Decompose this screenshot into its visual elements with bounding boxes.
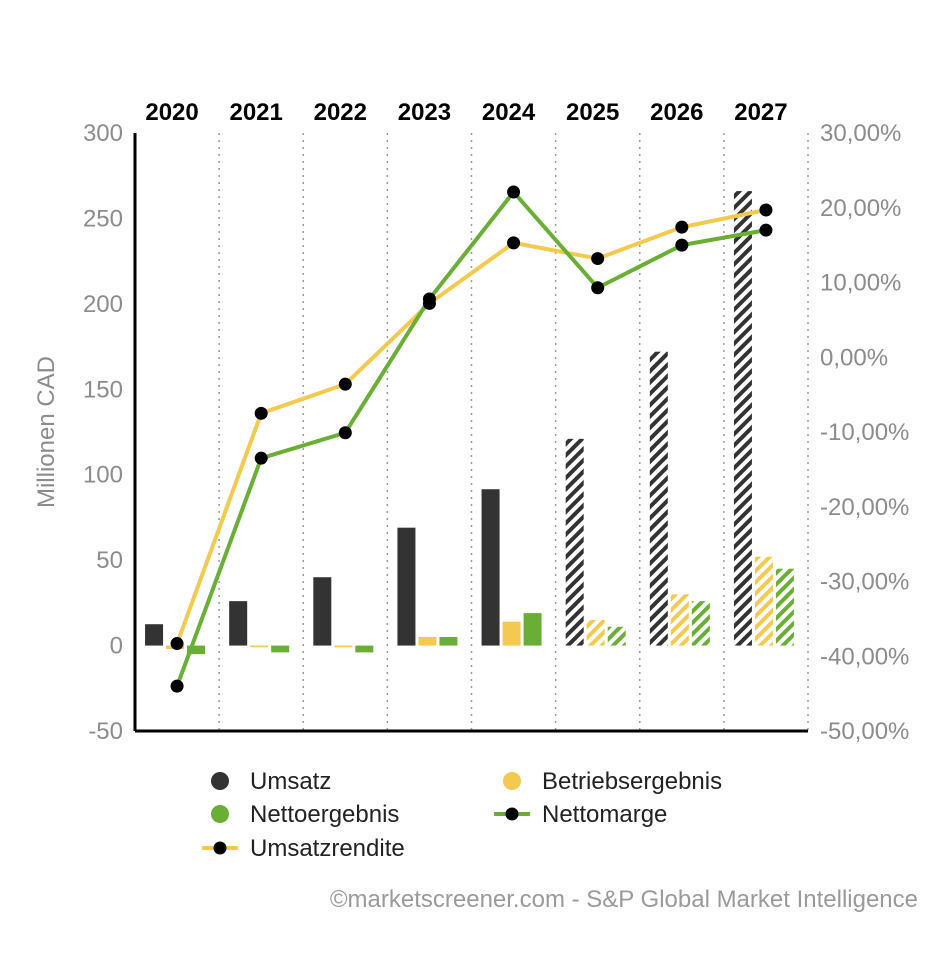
y-left-tick-label: 300 [83, 120, 123, 147]
bar-betriebsergebnis-2022 [334, 645, 353, 648]
legend-label-umsatz: Umsatz [250, 768, 331, 795]
bar-umsatz-2026 [649, 351, 668, 646]
bar-betriebsergebnis-2024 [502, 621, 521, 646]
year-label-2021: 2021 [229, 99, 282, 126]
point-umsatzrendite-2021 [254, 406, 268, 420]
point-umsatzrendite-2025 [591, 252, 605, 266]
bar-umsatz-2024 [481, 489, 500, 646]
y-left-tick-label: -50 [88, 718, 123, 745]
point-nettomarge-2024 [507, 185, 521, 199]
year-label-2024: 2024 [482, 99, 536, 126]
y-left-tick-label: 100 [83, 462, 123, 489]
y-right-tick-label: 20,00% [820, 195, 901, 222]
y-right-tick-label: -50,00% [820, 718, 909, 745]
y-right-tick-label: -40,00% [820, 643, 909, 670]
y-left-tick-label: 150 [83, 376, 123, 403]
bar-nettoergebnis-2021 [271, 645, 290, 653]
point-umsatzrendite-2027 [759, 203, 773, 217]
bar-umsatz-2025 [565, 438, 584, 646]
y-right-tick-label: 30,00% [820, 120, 901, 147]
bar-nettoergebnis-2026 [691, 601, 710, 646]
y-right-tick-label: 0,00% [820, 344, 888, 371]
point-nettomarge-2027 [759, 223, 773, 237]
bar-umsatz-2027 [733, 191, 752, 646]
y-right-tick-label: 10,00% [820, 270, 901, 297]
legend-label-betriebsergebnis: Betriebsergebnis [542, 768, 722, 795]
year-label-2027: 2027 [734, 99, 787, 126]
bar-betriebsergebnis-2021 [250, 645, 269, 648]
point-nettomarge-2025 [591, 281, 605, 295]
y-axis-title: Millionen CAD [33, 356, 60, 508]
legend-label-umsatzrendite: Umsatzrendite [250, 835, 405, 862]
legend-label-nettomarge: Nettomarge [542, 801, 667, 828]
bar-betriebsergebnis-2027 [754, 556, 773, 646]
bar-nettoergebnis-2022 [355, 645, 374, 653]
bar-betriebsergebnis-2025 [586, 619, 605, 646]
point-nettomarge-2020 [170, 679, 184, 693]
year-label-2023: 2023 [398, 99, 451, 126]
bar-umsatz-2022 [313, 577, 332, 646]
y-left-tick-label: 250 [83, 205, 123, 232]
y-left-tick-label: 0 [110, 633, 123, 660]
legend-marker-umsatz [211, 772, 229, 790]
legend-marker-betriebsergebnis [503, 772, 521, 790]
point-nettomarge-2022 [338, 426, 352, 440]
y-right-tick-label: -30,00% [820, 569, 909, 596]
y-right-tick-label: -20,00% [820, 494, 909, 521]
bar-umsatz-2020 [145, 624, 164, 646]
point-umsatzrendite-2026 [675, 220, 689, 234]
point-umsatzrendite-2020 [170, 637, 184, 651]
year-label-2020: 2020 [145, 99, 198, 126]
point-umsatzrendite-2024 [507, 236, 521, 250]
line-umsatzrendite [175, 208, 767, 645]
bar-betriebsergebnis-2023 [418, 637, 437, 646]
year-label-2026: 2026 [650, 99, 703, 126]
bar-nettoergebnis-2027 [775, 568, 794, 646]
year-label-2025: 2025 [566, 99, 619, 126]
legend-label-nettoergebnis: Nettoergebnis [250, 801, 399, 828]
bar-betriebsergebnis-2026 [670, 594, 689, 646]
bar-nettoergebnis-2025 [607, 626, 626, 646]
y-right-tick-label: -10,00% [820, 419, 909, 446]
credit-text: ©marketscreener.com - S&P Global Market … [330, 886, 918, 913]
legend-marker-umsatzrendite [213, 841, 227, 855]
bar-nettoergebnis-2023 [439, 637, 458, 646]
point-umsatzrendite-2022 [338, 377, 352, 391]
y-left-tick-label: 200 [83, 291, 123, 318]
point-nettomarge-2026 [675, 238, 689, 252]
bar-umsatz-2021 [229, 601, 248, 646]
bar-umsatz-2023 [397, 527, 416, 646]
line-nettomarge [175, 190, 767, 687]
bar-nettoergebnis-2020 [187, 645, 206, 655]
legend-marker-nettoergebnis [211, 805, 229, 823]
year-label-2022: 2022 [314, 99, 367, 126]
point-nettomarge-2021 [254, 451, 268, 465]
point-nettomarge-2023 [422, 292, 436, 306]
bar-nettoergebnis-2024 [523, 613, 542, 646]
y-left-tick-label: 50 [96, 547, 123, 574]
legend-marker-nettomarge [505, 807, 519, 821]
